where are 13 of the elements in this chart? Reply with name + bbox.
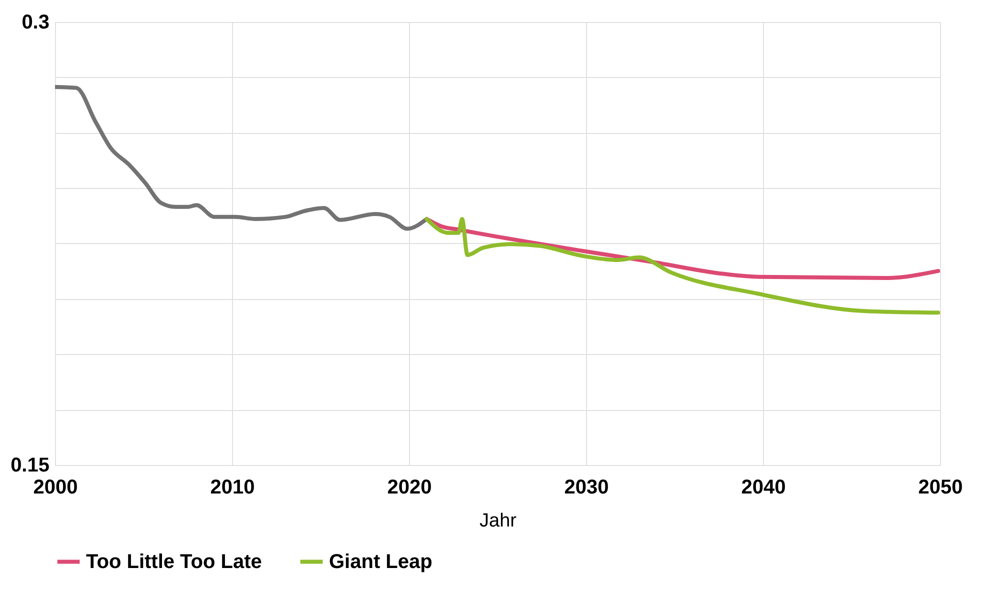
legend-label: Too Little Too Late [86,550,262,573]
x-tick-label: 2050 [918,476,963,498]
y-tick-label: 0.15 [10,454,50,476]
x-tick-label: 2020 [387,476,432,498]
x-tick-label: 2010 [210,476,255,498]
x-tick-label: 2040 [741,476,786,498]
x-tick-label: 2030 [564,476,609,498]
line-series [424,216,940,315]
line-series [55,84,429,231]
x-axis-title: Jahr [480,510,518,532]
x-tick-label: 2000 [33,476,78,498]
legend-label: Giant Leap [329,550,432,573]
y-tick-label: 0.3 [22,12,50,34]
